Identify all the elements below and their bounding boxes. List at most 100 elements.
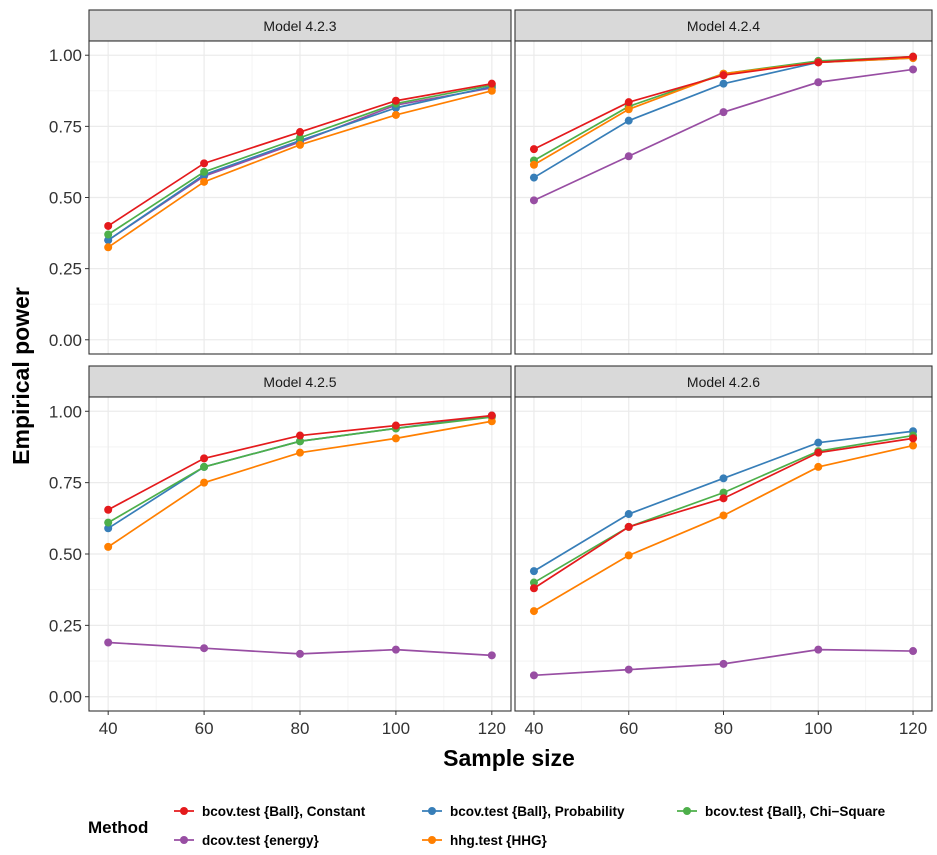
- data-point: [814, 78, 823, 87]
- x-axis: 40 60 80 100 120 40 60 80 100 120: [99, 711, 927, 738]
- facet-panels: Model 4.2.3 Model 4.2.4 Model 4.2.5 Model 4…: [88, 9, 933, 712]
- data-point: [104, 518, 113, 527]
- data-point: [719, 108, 728, 117]
- data-point: [391, 434, 400, 443]
- legend-item-bcov-test-ball-constant: bcov.test {Ball}, Constant: [174, 804, 366, 819]
- x-tick-label: 60: [619, 719, 638, 738]
- data-point: [624, 98, 633, 107]
- data-point: [814, 438, 823, 447]
- y-tick-label: 1.00: [49, 46, 82, 65]
- data-point: [296, 448, 304, 457]
- y-axis: 0.00 0.25 0.50 0.75 1.00 0.00 0.25 0.50 0.75 1.00: [49, 46, 89, 707]
- y-tick-label: 1.00: [49, 402, 82, 421]
- data-point: [909, 441, 918, 450]
- y-tick-label: 0.25: [49, 616, 82, 635]
- panel-1: Model 4.2.3: [88, 9, 512, 355]
- data-point: [719, 79, 728, 88]
- y-tick-label: 0.50: [49, 189, 82, 208]
- data-point: [719, 494, 728, 503]
- legend-item-dcov-test-energy: dcov.test {energy}: [174, 833, 320, 848]
- data-point: [529, 584, 538, 593]
- data-point: [200, 167, 209, 176]
- facet-strip-title: Model 4.2.3: [263, 18, 336, 34]
- legend-item-hhg-test-hhg: hhg.test {HHG}: [422, 833, 548, 848]
- data-point: [529, 671, 538, 680]
- facet-strip-title: Model 4.2.6: [687, 374, 760, 390]
- data-point: [529, 607, 538, 616]
- data-point: [909, 647, 918, 656]
- data-point: [391, 421, 400, 430]
- legend-key-point: [428, 807, 436, 815]
- x-tick-label: 80: [714, 719, 733, 738]
- data-point: [487, 411, 496, 420]
- data-point: [624, 522, 633, 531]
- data-point: [624, 551, 633, 560]
- data-point: [104, 505, 113, 514]
- data-point: [391, 96, 400, 105]
- legend-title: Method: [88, 818, 148, 837]
- data-point: [624, 105, 633, 114]
- facet-strip-title: Model 4.2.5: [263, 374, 336, 390]
- legend: Method bcov.test {Ball}, Constant bcov.te…: [88, 804, 886, 848]
- y-tick-label: 0.75: [49, 474, 82, 493]
- data-point: [909, 52, 918, 61]
- data-point: [296, 140, 304, 149]
- legend-item-bcov-test-ball-chi-square: bcov.test {Ball}, Chi−Square: [677, 804, 886, 819]
- data-point: [296, 133, 304, 142]
- series-bcov-test-ball-constant: [104, 411, 496, 514]
- legend-label: dcov.test {energy}: [202, 833, 320, 848]
- series-bcov-test-ball-probability: [529, 427, 918, 576]
- series-dcov-test-energy: [529, 645, 918, 680]
- data-point: [719, 474, 728, 483]
- data-point: [104, 221, 113, 230]
- x-tick-label: 80: [291, 719, 310, 738]
- series-bcov-test-ball-constant: [104, 79, 496, 230]
- y-tick-label: 0.00: [49, 688, 82, 707]
- legend-key-point: [180, 836, 188, 844]
- data-point: [529, 173, 538, 182]
- series-hhg-test-hhg: [104, 86, 496, 252]
- data-point: [529, 145, 538, 154]
- panel-4: Model 4.2.6: [514, 365, 933, 712]
- y-axis-title: Empirical power: [8, 287, 34, 465]
- legend-label: bcov.test {Ball}, Probability: [450, 804, 625, 819]
- data-point: [200, 177, 209, 186]
- x-tick-label: 60: [195, 719, 214, 738]
- data-point: [391, 110, 400, 119]
- data-point: [200, 478, 209, 487]
- data-point: [719, 488, 728, 497]
- legend-item-bcov-test-ball-probability: bcov.test {Ball}, Probability: [422, 804, 625, 819]
- data-point: [200, 462, 209, 471]
- x-tick-label: 120: [899, 719, 927, 738]
- series-bcov-test-ball-constant: [529, 52, 918, 154]
- legend-label: bcov.test {Ball}, Chi−Square: [705, 804, 886, 819]
- x-tick-label: 40: [524, 719, 543, 738]
- data-point: [624, 116, 633, 125]
- data-point: [296, 431, 304, 440]
- data-point: [624, 152, 633, 161]
- facet-strip: [88, 9, 512, 42]
- legend-key-point: [428, 836, 436, 844]
- y-tick-label: 0.50: [49, 545, 82, 564]
- data-point: [719, 511, 728, 520]
- data-point: [624, 510, 633, 519]
- data-point: [296, 437, 304, 446]
- legend-label: hhg.test {HHG}: [450, 833, 548, 848]
- data-point: [487, 417, 496, 426]
- data-point: [391, 645, 400, 654]
- data-point: [529, 578, 538, 587]
- facet-strip: [514, 9, 933, 42]
- data-point: [814, 448, 823, 457]
- facet-strip: [514, 365, 933, 398]
- legend-key-point: [180, 807, 188, 815]
- x-tick-label: 100: [804, 719, 832, 738]
- data-point: [487, 86, 496, 95]
- data-point: [624, 665, 633, 674]
- data-point: [104, 236, 113, 245]
- x-tick-label: 40: [99, 719, 118, 738]
- data-point: [719, 659, 728, 668]
- series-bcov-test-ball-constant: [529, 434, 918, 593]
- data-point: [296, 649, 304, 658]
- panel-border: [514, 40, 933, 355]
